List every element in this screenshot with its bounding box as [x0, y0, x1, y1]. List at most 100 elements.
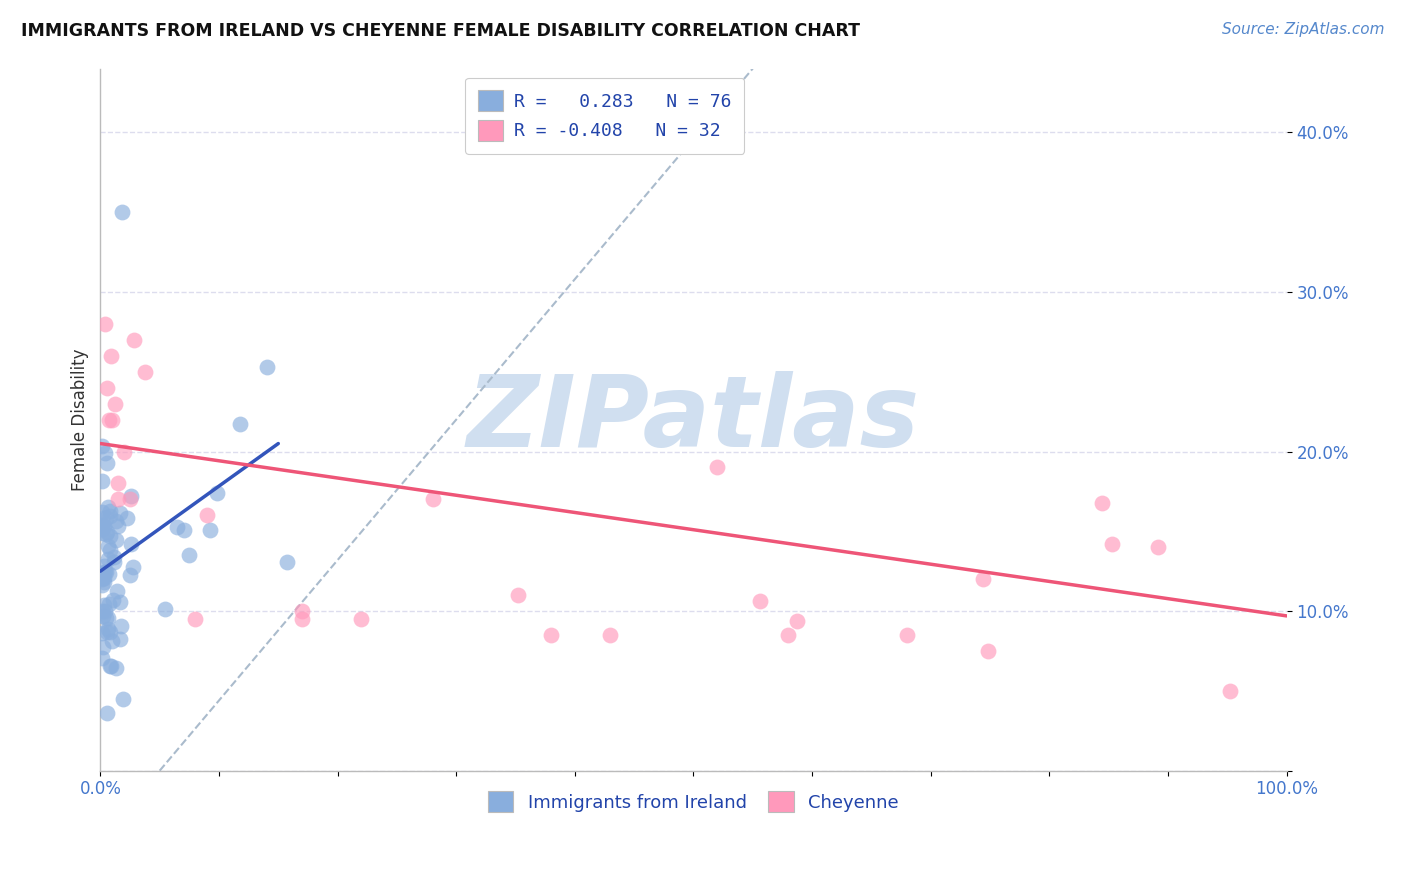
Point — [97, 611, 120, 625]
Point — [108, 632, 131, 646]
Point — [90, 474, 112, 488]
Point — [97, 540, 120, 554]
Point — [93, 558, 115, 573]
Point — [1091, 496, 1114, 510]
Point — [195, 508, 218, 523]
Point — [91, 525, 114, 540]
Point — [177, 549, 200, 563]
Point — [100, 349, 122, 363]
Point — [93, 566, 115, 580]
Point — [111, 205, 134, 219]
Point — [91, 609, 114, 624]
Y-axis label: Female Disability: Female Disability — [72, 349, 89, 491]
Point — [103, 550, 125, 565]
Point — [107, 583, 129, 598]
Point — [104, 660, 127, 674]
Point — [101, 593, 124, 607]
Point — [98, 597, 121, 611]
Point — [122, 560, 145, 574]
Point — [101, 412, 124, 426]
Point — [96, 524, 118, 539]
Point — [256, 359, 278, 374]
Point — [98, 543, 121, 558]
Point — [93, 575, 115, 590]
Point — [96, 706, 118, 721]
Point — [972, 572, 994, 586]
Point — [977, 644, 1000, 658]
Point — [896, 628, 918, 642]
Point — [96, 611, 118, 625]
Point — [1219, 684, 1241, 698]
Point — [103, 555, 125, 569]
Point — [90, 518, 112, 533]
Point — [103, 397, 125, 411]
Point — [599, 628, 621, 642]
Point — [173, 524, 195, 538]
Point — [98, 625, 121, 640]
Point — [94, 526, 117, 541]
Point — [90, 571, 112, 585]
Text: ZIPatlas: ZIPatlas — [467, 371, 920, 468]
Point — [229, 417, 252, 431]
Point — [96, 624, 118, 639]
Point — [90, 517, 112, 532]
Point — [94, 566, 117, 580]
Point — [96, 456, 118, 470]
Point — [98, 659, 121, 673]
Point — [291, 604, 314, 618]
Point — [100, 528, 122, 542]
Point — [91, 626, 114, 640]
Point — [134, 365, 156, 379]
Point — [90, 604, 112, 618]
Text: IMMIGRANTS FROM IRELAND VS CHEYENNE FEMALE DISABILITY CORRELATION CHART: IMMIGRANTS FROM IRELAND VS CHEYENNE FEMA… — [21, 22, 860, 40]
Point — [90, 522, 112, 536]
Point — [105, 514, 128, 528]
Point — [108, 595, 131, 609]
Point — [93, 519, 115, 533]
Point — [94, 317, 117, 331]
Point — [112, 692, 135, 706]
Point — [166, 520, 188, 534]
Point — [110, 619, 132, 633]
Point — [778, 628, 800, 642]
Point — [101, 634, 124, 648]
Legend: Immigrants from Ireland, Cheyenne: Immigrants from Ireland, Cheyenne — [475, 779, 911, 825]
Point — [97, 552, 120, 566]
Point — [90, 505, 112, 519]
Point — [98, 509, 121, 524]
Point — [97, 622, 120, 636]
Point — [94, 510, 117, 524]
Point — [90, 572, 112, 586]
Point — [94, 604, 117, 618]
Point — [107, 492, 129, 507]
Point — [198, 523, 221, 537]
Point — [94, 446, 117, 460]
Point — [90, 510, 112, 524]
Point — [108, 506, 131, 520]
Point — [115, 510, 138, 524]
Point — [96, 381, 118, 395]
Point — [112, 444, 135, 458]
Point — [291, 612, 314, 626]
Point — [184, 612, 207, 626]
Point — [93, 598, 115, 612]
Point — [1101, 537, 1123, 551]
Point — [93, 571, 115, 585]
Point — [540, 628, 562, 642]
Point — [97, 500, 120, 514]
Point — [120, 536, 142, 550]
Point — [90, 578, 112, 592]
Point — [120, 489, 142, 503]
Point — [100, 659, 122, 673]
Point — [107, 476, 129, 491]
Point — [90, 438, 112, 452]
Point — [153, 601, 176, 615]
Point — [706, 460, 728, 475]
Point — [90, 651, 112, 665]
Point — [276, 555, 298, 569]
Point — [122, 333, 145, 347]
Point — [506, 588, 529, 602]
Point — [104, 533, 127, 547]
Point — [786, 614, 808, 628]
Point — [107, 518, 129, 533]
